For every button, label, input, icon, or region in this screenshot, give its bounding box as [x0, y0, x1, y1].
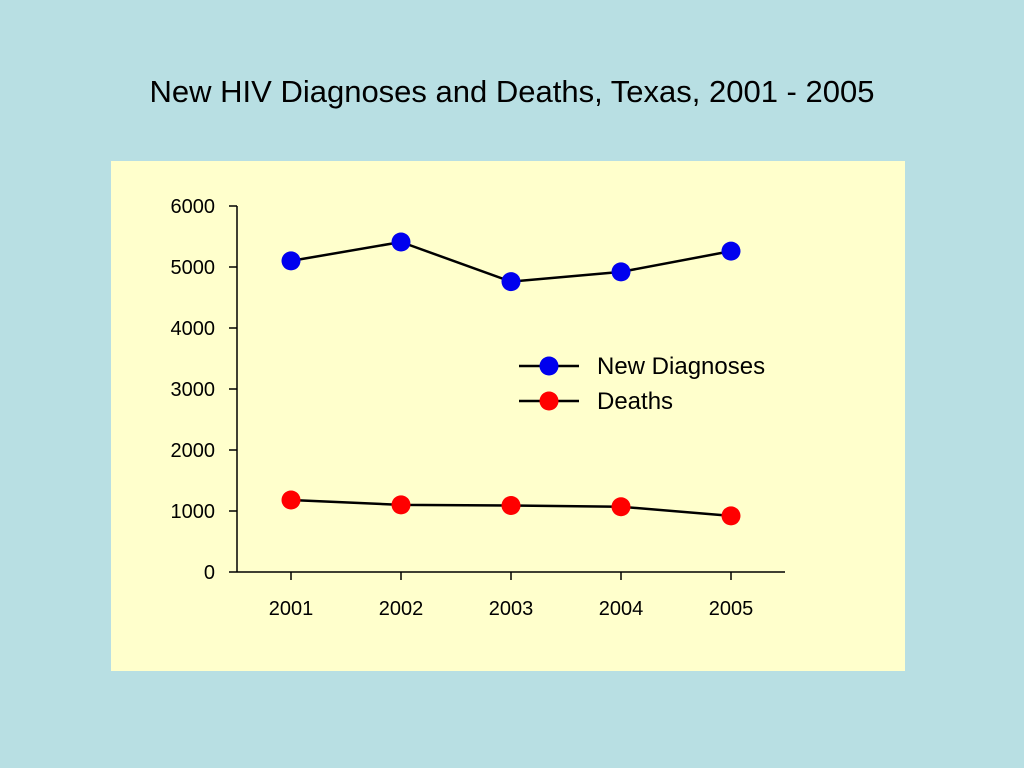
x-tick-label: 2003 — [489, 598, 534, 620]
y-tick-label: 1000 — [171, 501, 216, 523]
x-tick-label: 2002 — [379, 598, 424, 620]
data-point — [391, 232, 411, 252]
data-point — [721, 506, 741, 526]
x-tick-label: 2005 — [709, 598, 754, 620]
axes — [236, 206, 785, 573]
y-tick-label: 6000 — [171, 196, 216, 218]
data-point — [501, 496, 521, 516]
data-point — [721, 241, 741, 261]
slide-title: New HIV Diagnoses and Deaths, Texas, 200… — [149, 74, 875, 109]
legend-marker — [539, 356, 559, 376]
chart-panel — [111, 161, 905, 671]
y-axis-ticks: 0 1000 2000 3000 4000 5000 6000 — [171, 196, 237, 584]
legend-label: New Diagnoses — [597, 353, 765, 380]
data-point — [611, 497, 631, 517]
x-tick-label: 2004 — [599, 598, 644, 620]
data-point — [501, 272, 521, 292]
legend-marker — [539, 391, 559, 411]
y-tick-label: 4000 — [171, 318, 216, 340]
legend-label: Deaths — [597, 388, 673, 415]
y-tick-label: 0 — [204, 562, 215, 584]
y-tick-label: 2000 — [171, 440, 216, 462]
data-point — [611, 262, 631, 282]
data-point — [391, 495, 411, 515]
data-point — [281, 251, 301, 271]
x-axis-ticks: 2001 2002 2003 2004 2005 — [269, 572, 754, 620]
x-tick-label: 2001 — [269, 598, 314, 620]
data-point — [281, 490, 301, 510]
legend: New Diagnoses Deaths — [519, 353, 765, 415]
y-tick-label: 5000 — [171, 257, 216, 279]
y-tick-label: 3000 — [171, 379, 216, 401]
series-group — [281, 232, 741, 526]
